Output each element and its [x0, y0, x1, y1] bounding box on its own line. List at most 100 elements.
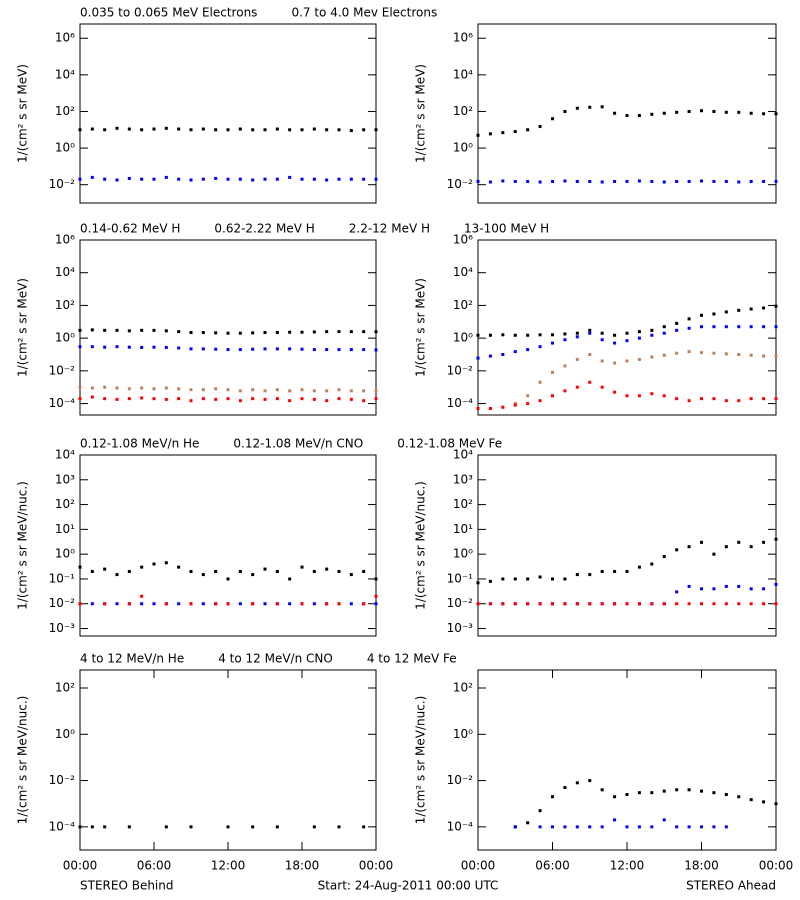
data-point: [275, 177, 279, 181]
data-point: [749, 587, 753, 591]
data-point: [275, 331, 279, 335]
y-tick-label: 10⁻⁴: [447, 819, 474, 833]
data-point: [362, 389, 366, 393]
data-point: [103, 328, 107, 332]
data-point: [749, 111, 753, 115]
data-point: [325, 567, 329, 571]
data-point: [749, 307, 753, 311]
data-point: [712, 179, 716, 183]
legend-entry: 0.12-1.08 MeV Fe: [397, 437, 502, 451]
data-point: [238, 389, 242, 393]
data-point: [214, 569, 218, 573]
data-point: [251, 347, 255, 351]
data-point: [662, 331, 666, 335]
data-point: [374, 128, 378, 132]
data-point: [349, 573, 353, 577]
y-tick-label: 10⁴: [55, 265, 75, 279]
data-point: [300, 565, 304, 569]
data-point: [263, 347, 267, 351]
data-point: [575, 357, 579, 361]
data-point: [625, 825, 629, 829]
y-tick-label: 10⁻²: [447, 363, 474, 377]
data-point: [238, 602, 242, 606]
legend-entry: 0.7 to 4.0 Mev Electrons: [291, 6, 437, 20]
data-point: [115, 328, 119, 332]
data-point: [538, 333, 542, 337]
data-point: [675, 590, 679, 594]
legend-entry: 0.62-2.22 MeV H: [214, 222, 314, 236]
data-point: [600, 338, 604, 342]
y-tick-label: 10⁻¹: [447, 571, 474, 585]
data-point: [538, 380, 542, 384]
data-point: [687, 399, 691, 403]
data-point: [700, 587, 703, 591]
data-point: [488, 180, 492, 184]
data-point: [90, 328, 94, 332]
data-point: [164, 175, 168, 179]
data-point: [774, 354, 778, 358]
y-tick-label: 10³: [55, 472, 75, 486]
y-axis-label: 1/(cm² s sr MeV/nuc.): [414, 481, 428, 610]
plot-frame: [79, 23, 377, 204]
data-point: [526, 394, 530, 398]
y-tick-label: 10⁻²: [447, 177, 474, 191]
data-point: [374, 389, 378, 393]
data-point: [662, 353, 666, 357]
data-point: [600, 788, 604, 792]
data-point: [613, 361, 617, 365]
data-point: [712, 791, 716, 795]
data-point: [675, 548, 679, 552]
data-point: [637, 179, 641, 183]
footer-center: Start: 24-Aug-2011 00:00 UTC: [318, 879, 499, 893]
data-point: [513, 333, 517, 337]
data-point: [103, 128, 107, 132]
data-point: [362, 602, 366, 606]
data-point: [238, 331, 242, 335]
data-point: [251, 825, 255, 829]
data-point: [575, 825, 579, 829]
data-point: [90, 569, 94, 573]
y-axis-label: 1/(cm² s sr MeV/nuc.): [16, 696, 30, 825]
data-point: [226, 177, 230, 181]
y-axis-label: 1/(cm² s sr MeV): [414, 278, 428, 377]
y-tick-label: 10⁰: [453, 547, 473, 561]
data-point: [513, 825, 517, 829]
data-point: [538, 602, 542, 606]
data-point: [140, 177, 144, 181]
data-point: [625, 359, 629, 363]
legend-entry: 4 to 12 MeV/n He: [80, 652, 184, 666]
data-point: [737, 110, 741, 114]
y-tick-label: 10³: [453, 472, 473, 486]
data-point: [650, 602, 654, 606]
y-tick-label: 10⁻¹: [49, 571, 76, 585]
data-point: [140, 386, 144, 390]
data-point: [513, 402, 517, 406]
data-point: [103, 567, 107, 571]
data-point: [263, 567, 267, 571]
x-tick-label: 06:00: [535, 859, 570, 873]
data-point: [625, 339, 629, 343]
data-point: [588, 105, 592, 109]
data-point: [637, 330, 641, 334]
data-point: [749, 798, 753, 802]
data-point: [201, 388, 205, 392]
data-point: [300, 177, 304, 181]
data-point: [774, 304, 778, 308]
data-point: [251, 388, 255, 392]
data-point: [526, 577, 530, 581]
data-point: [737, 795, 741, 799]
legend-entry: 4 to 12 MeV/n CNO: [218, 652, 333, 666]
data-point: [551, 333, 554, 337]
data-point: [103, 397, 107, 401]
data-point: [78, 177, 82, 181]
data-point: [263, 602, 267, 606]
data-point: [78, 825, 82, 829]
data-point: [675, 328, 679, 332]
data-point: [251, 397, 255, 401]
data-point: [687, 326, 691, 330]
data-point: [275, 127, 279, 131]
data-point: [275, 825, 279, 829]
data-point: [774, 179, 778, 183]
data-point: [712, 325, 716, 329]
